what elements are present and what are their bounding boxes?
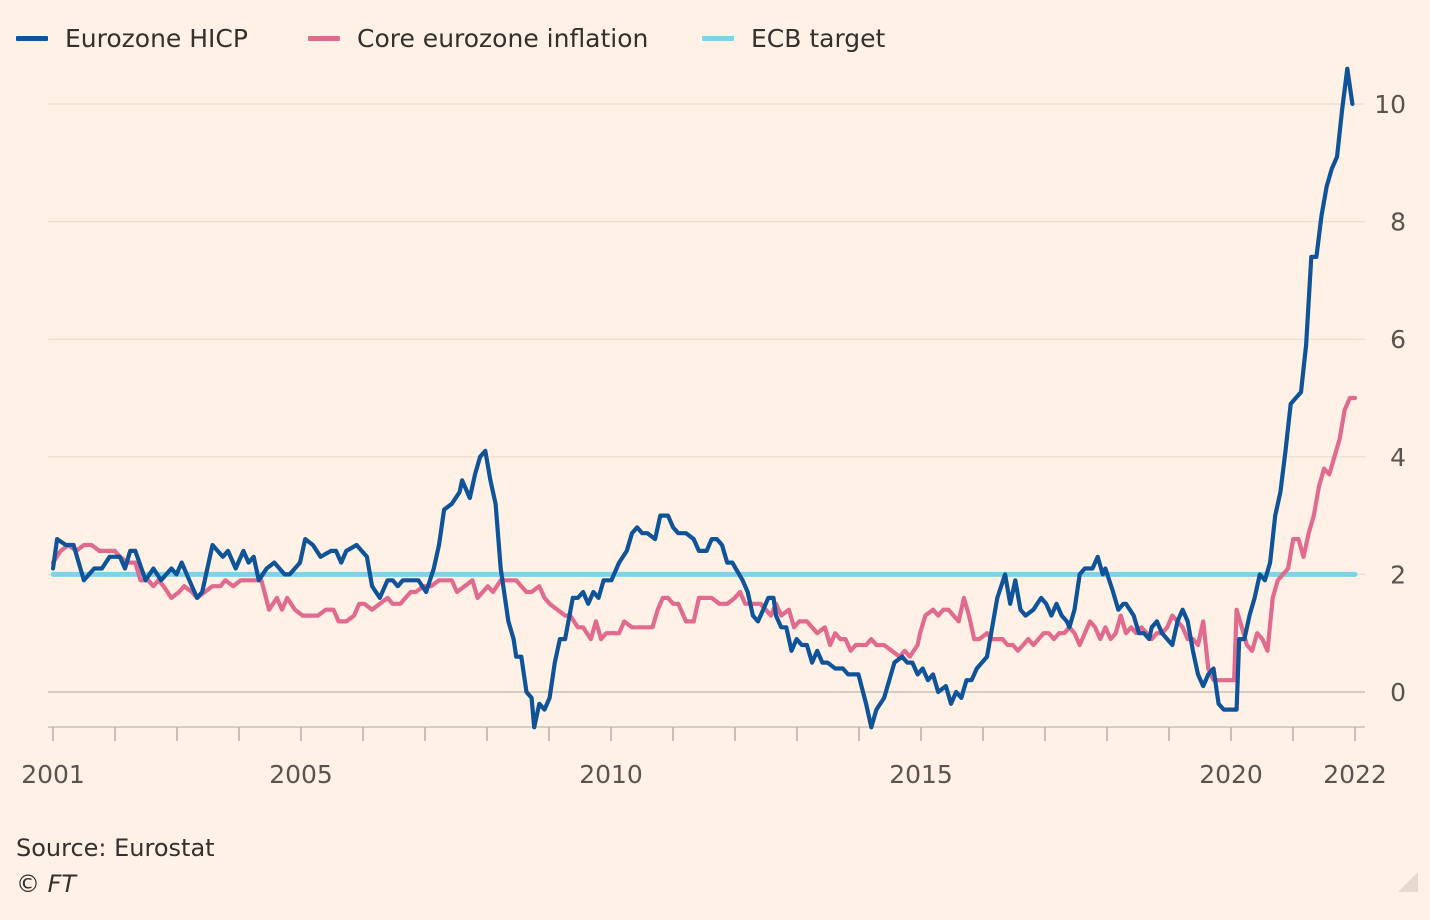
copyright-note: © FT xyxy=(16,870,77,898)
y-tick-label-6: 6 xyxy=(1390,325,1406,354)
y-tick-label-10: 10 xyxy=(1374,90,1406,119)
legend-label-ecb-target: ECB target xyxy=(751,23,886,53)
y-tick-label-2: 2 xyxy=(1390,560,1406,589)
x-tick-label-2022: 2022 xyxy=(1323,760,1387,789)
series-line-core-eurozone-inflation xyxy=(50,395,1358,683)
x-tick-label-2020: 2020 xyxy=(1199,760,1263,789)
legend-item-eurozone-hicp: Eurozone HICP xyxy=(16,18,248,58)
legend-swatch-core-inflation xyxy=(308,35,340,41)
legend-swatch-ecb-target xyxy=(702,35,734,41)
x-tick-label-2005: 2005 xyxy=(269,760,333,789)
series-line-eurozone-hicp xyxy=(50,66,1355,730)
source-note: Source: Eurostat xyxy=(16,834,215,862)
legend-item-ecb-target: ECB target xyxy=(702,18,885,58)
x-tick-label-2010: 2010 xyxy=(579,760,643,789)
legend-swatch-eurozone-hicp xyxy=(16,35,48,41)
legend-label-eurozone-hicp: Eurozone HICP xyxy=(65,23,248,53)
inflation-line-chart: 0 2 4 6 8 10 2001 2005 2010 2015 2020 2022 xyxy=(21,66,1406,789)
resize-handle-icon xyxy=(1398,872,1418,892)
y-tick-label-4: 4 xyxy=(1390,443,1406,472)
x-tick-label-2001: 2001 xyxy=(21,760,85,789)
y-tick-label-8: 8 xyxy=(1390,208,1406,237)
legend-label-core-inflation: Core eurozone inflation xyxy=(357,23,649,53)
x-tick-label-2015: 2015 xyxy=(889,760,953,789)
legend-item-core-inflation: Core eurozone inflation xyxy=(308,18,648,58)
y-tick-label-0: 0 xyxy=(1390,678,1406,707)
